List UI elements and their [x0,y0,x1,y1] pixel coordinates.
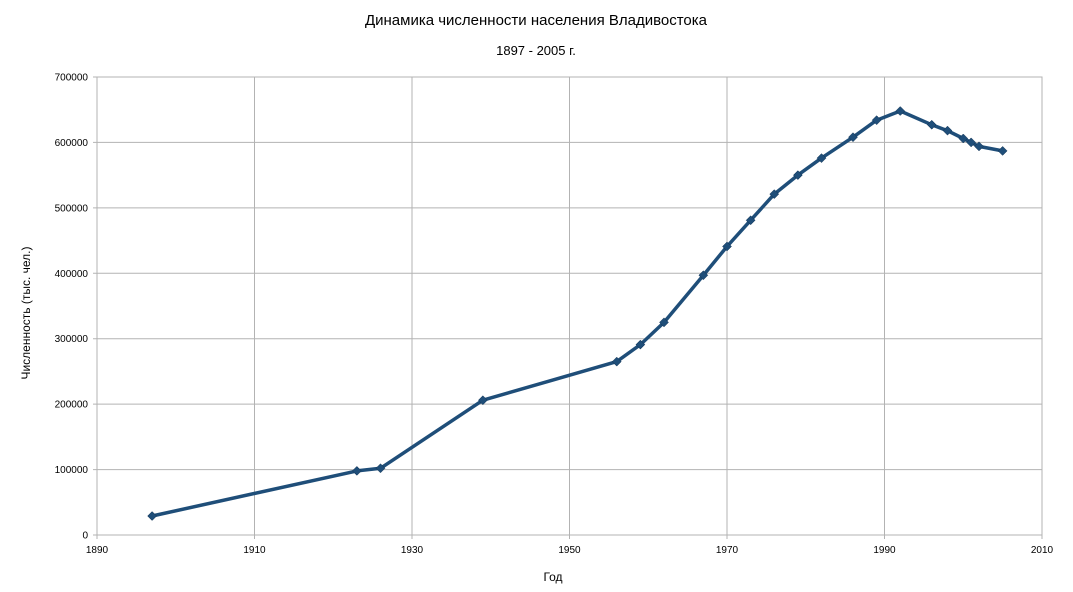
data-point-marker [895,106,906,116]
data-point-marker [793,170,803,180]
y-tick-label: 0 [82,531,88,542]
x-tick-label: 1910 [243,545,266,556]
x-axis-label: Год [543,570,562,584]
data-point-marker [958,133,969,144]
x-tick-label: 1950 [558,545,581,556]
data-point-marker [769,189,780,199]
chart-title: Динамика численности населения Владивост… [365,12,708,29]
y-tick-label: 600000 [55,138,89,149]
y-tick-label: 700000 [55,73,89,84]
data-point-marker [848,132,858,143]
x-tick-label: 1970 [716,545,739,556]
data-point-marker [745,215,756,226]
data-point-marker [997,146,1008,156]
data-point-marker [816,153,827,163]
data-point-marker [635,339,646,350]
y-tick-label: 300000 [55,334,89,345]
x-tick-label: 1890 [86,545,109,556]
y-tick-label: 200000 [55,400,89,411]
x-tick-label: 1930 [401,545,424,556]
data-point-marker [611,356,622,367]
x-tick-label: 2010 [1031,545,1054,556]
data-point-marker [375,463,386,474]
chart-subtitle: 1897 - 2005 г. [496,43,576,58]
data-point-marker [659,317,669,328]
data-point-marker [722,241,732,252]
y-tick-label: 100000 [55,465,89,476]
y-axis-label: Численность (тыс. чел.) [19,246,33,379]
data-point-marker [698,270,709,281]
data-point-marker [974,141,984,152]
data-point-marker [352,466,362,476]
series-line [150,109,1005,518]
x-axis-ticks: 1890 1910 1930 1950 1970 1990 2010 [86,545,1054,556]
data-point-marker [478,395,488,406]
data-point-marker [871,115,882,126]
data-point-marker [942,125,953,136]
data-point-marker [966,137,976,148]
data-markers [147,106,1008,521]
x-tick-label: 1990 [873,545,896,556]
data-point-marker [926,119,937,130]
y-tick-label: 500000 [55,203,89,214]
y-tick-label: 400000 [55,269,89,280]
data-point-marker [147,511,157,521]
y-axis-ticks: 0 100000 200000 300000 400000 500000 600000 700… [55,73,89,542]
grid [93,76,1043,539]
plot-frame [96,76,1043,536]
